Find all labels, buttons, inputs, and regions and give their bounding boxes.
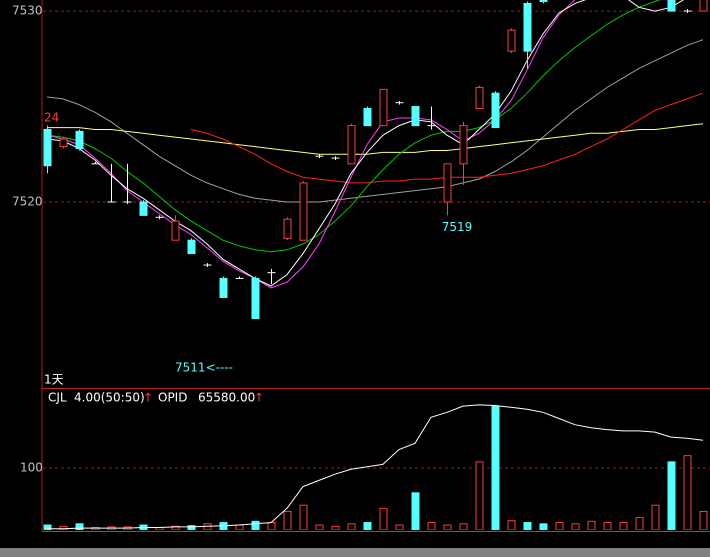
line-series [46, 0, 661, 253]
volume-bar [459, 523, 468, 530]
candle-body [171, 220, 180, 241]
candle-body [43, 128, 52, 167]
annotation: 7511<---- [175, 361, 233, 375]
candle-body [283, 218, 292, 239]
volume-bar [363, 522, 372, 530]
volume-bar [43, 524, 52, 530]
volume-bar [299, 504, 308, 530]
line-series [46, 0, 672, 289]
volume-bar [219, 522, 228, 530]
volume-bar [427, 522, 436, 530]
volume-bar [187, 525, 196, 530]
candle-body [507, 29, 516, 52]
volume-bar [619, 522, 628, 530]
line-series [47, 404, 704, 530]
line-value: 65580.00 [198, 391, 255, 405]
high-label: 24 [44, 111, 59, 125]
volume-bar [667, 461, 676, 530]
volume-bar [699, 510, 708, 530]
candle-body [475, 86, 484, 109]
line-series [46, 0, 685, 287]
line-arrow: ↑ [254, 391, 264, 405]
line-series [46, 39, 704, 203]
volume-bar [571, 523, 580, 530]
volume-bar [651, 504, 660, 530]
volume-bar [75, 523, 84, 530]
volume-bar [523, 522, 532, 530]
volume-bar [171, 525, 180, 530]
plot-area [43, 0, 708, 319]
candle-body [219, 277, 228, 298]
volume-bar [331, 525, 340, 530]
volume-bar [683, 455, 692, 530]
indicator-value: 4.00(50:50) [74, 391, 145, 405]
candle-body [523, 2, 532, 52]
candle-body [347, 125, 356, 165]
candle-body [59, 138, 68, 148]
volume-bar [539, 523, 548, 530]
line-name: OPID [158, 391, 187, 405]
candle-body [139, 201, 148, 216]
volume-bar [603, 522, 612, 530]
candle-body [187, 239, 196, 255]
candle-body [539, 0, 548, 3]
candle-body [667, 0, 676, 12]
indicator-arrow: ↑ [143, 391, 153, 405]
candle-body [251, 277, 260, 319]
volume-bar [203, 523, 212, 530]
volume-bar [59, 525, 68, 530]
plot-area [43, 404, 708, 530]
volume-bar [635, 517, 644, 530]
volume-bar [283, 510, 292, 530]
volume-bar [315, 524, 324, 530]
volume-bar [443, 524, 452, 530]
volume-bar [251, 520, 260, 530]
volume-bar [555, 522, 564, 530]
volume-bar [507, 520, 516, 530]
line-series [47, 123, 704, 155]
indicator-name: CJL [48, 391, 67, 405]
candle-body [363, 107, 372, 127]
candle-body [299, 182, 308, 241]
volume-bar [267, 522, 276, 530]
volume-bar [379, 507, 388, 530]
candle-body [411, 106, 420, 127]
candle-body [443, 163, 452, 203]
candle-body [491, 92, 500, 129]
y-tick-label: 7530 [12, 4, 43, 18]
y-tick-label: 7520 [12, 195, 43, 209]
volume-bar [347, 523, 356, 530]
candle-body [699, 0, 708, 12]
candle-body [379, 88, 388, 127]
volume-bar [475, 461, 484, 530]
annotation: 7519 [442, 220, 473, 234]
volume-bar [395, 524, 404, 530]
candle-body [459, 125, 468, 165]
volume-bar [91, 527, 100, 530]
y-tick-label: 100 [20, 461, 43, 475]
volume-bar [235, 524, 244, 530]
volume-bar [587, 520, 596, 530]
period-label: 1天 [44, 373, 64, 387]
candle-body [75, 130, 84, 150]
status-bar [0, 548, 710, 557]
volume-bar [491, 405, 500, 530]
volume-bar [411, 492, 420, 530]
